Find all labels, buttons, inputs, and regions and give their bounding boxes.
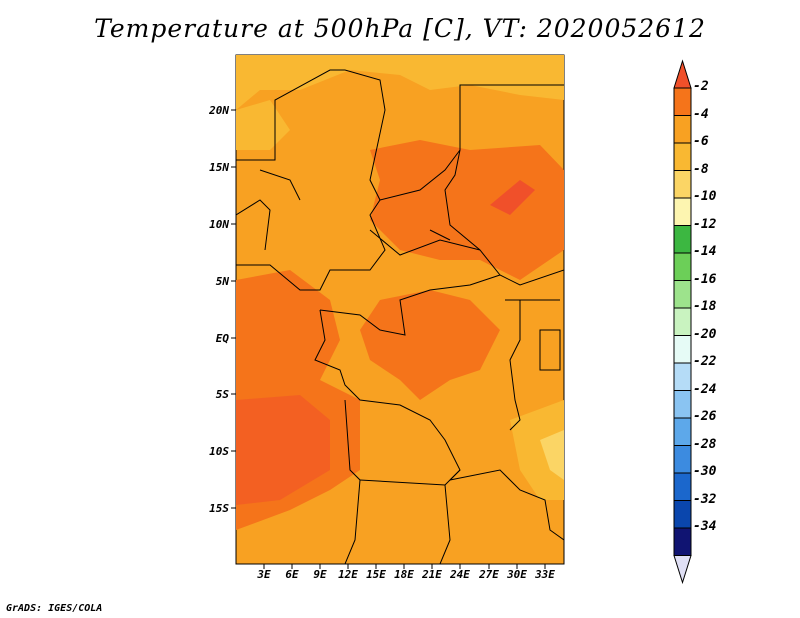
colorbar-swatch	[673, 500, 692, 529]
colorbar-label: -8	[693, 161, 709, 177]
colorbar-label: -12	[693, 216, 717, 232]
colorbar-top-arrow	[673, 59, 692, 89]
lat-label-5n: 5N	[215, 275, 229, 288]
map-title: Temperature at 500hPa [C], VT: 202005261…	[94, 14, 706, 43]
lon-label-3e: 3E	[257, 568, 271, 581]
lon-label-9e: 9E	[313, 568, 327, 581]
lat-label-10s: 10S	[209, 445, 229, 458]
warm-region-north-central	[370, 140, 564, 280]
lat-label-10n: 10N	[209, 218, 229, 231]
colorbar	[673, 59, 692, 585]
colorbar-bottom-arrow	[673, 555, 692, 585]
lon-label-6e: 6E	[285, 568, 299, 581]
map-ticks	[231, 109, 546, 569]
colorbar-label: -20	[693, 326, 717, 342]
colorbar-label: -4	[693, 106, 709, 122]
lon-label-12e: 12E	[338, 568, 358, 581]
colorbar-swatch	[673, 280, 692, 309]
lon-label-21e: 21E	[422, 568, 442, 581]
colorbar-label: -30	[693, 464, 717, 479]
cool-region-north	[236, 55, 564, 110]
lon-label-30e: 30E	[507, 568, 527, 581]
lon-label-27e: 27E	[479, 568, 499, 581]
temperature-field	[236, 55, 564, 530]
colorbar-swatch	[673, 252, 692, 281]
colorbar-swatch	[673, 417, 692, 446]
colorbar-label: -14	[693, 244, 717, 259]
cool-region-northwest	[236, 100, 290, 150]
colorbar-label: -26	[693, 409, 717, 424]
colorbar-label: -22	[693, 354, 717, 369]
colorbar-label: -32	[693, 491, 717, 507]
colorbar-label: -34	[693, 519, 717, 534]
hot-region-northeast	[490, 180, 535, 215]
colorbar-swatch	[673, 445, 692, 474]
colorbar-swatch	[673, 225, 692, 254]
colorbar-label: -2	[693, 79, 709, 94]
colorbar-swatch	[673, 472, 692, 501]
colorbar-swatch	[673, 197, 692, 226]
lat-label-20n: 20N	[209, 104, 229, 117]
colorbar-label: -24	[693, 381, 717, 397]
cool-region-east	[510, 400, 564, 500]
coolest-region-east	[540, 430, 564, 480]
lon-label-15e: 15E	[366, 568, 386, 581]
colorbar-label: -16	[693, 271, 717, 287]
colorbar-swatch	[673, 362, 692, 391]
colorbar-swatch	[673, 142, 692, 171]
colorbar-label: -10	[693, 189, 717, 204]
lat-label-5s: 5S	[215, 388, 229, 401]
lat-label-15n: 15N	[209, 161, 229, 174]
warm-region-central	[360, 290, 500, 400]
lon-label-18e: 18E	[394, 568, 414, 581]
colorbar-swatch	[673, 335, 692, 364]
warm-region-southwest	[236, 395, 330, 505]
colorbar-swatch	[673, 390, 692, 419]
lon-label-33e: 33E	[535, 568, 555, 581]
colorbar-label: -28	[693, 436, 717, 452]
lat-label-eq: EQ	[215, 332, 229, 345]
colorbar-label: -18	[693, 299, 717, 314]
lat-label-15s: 15S	[209, 502, 229, 515]
lon-label-24e: 24E	[450, 568, 470, 581]
colorbar-swatch	[673, 115, 692, 144]
colorbar-swatch	[673, 527, 692, 556]
colorbar-swatch	[673, 307, 692, 336]
grads-credit: GrADS: IGES/COLA	[6, 603, 103, 614]
colorbar-label: -6	[693, 134, 709, 149]
colorbar-swatch	[673, 87, 692, 116]
country-boundaries	[236, 69, 564, 564]
colorbar-swatch	[673, 170, 692, 199]
